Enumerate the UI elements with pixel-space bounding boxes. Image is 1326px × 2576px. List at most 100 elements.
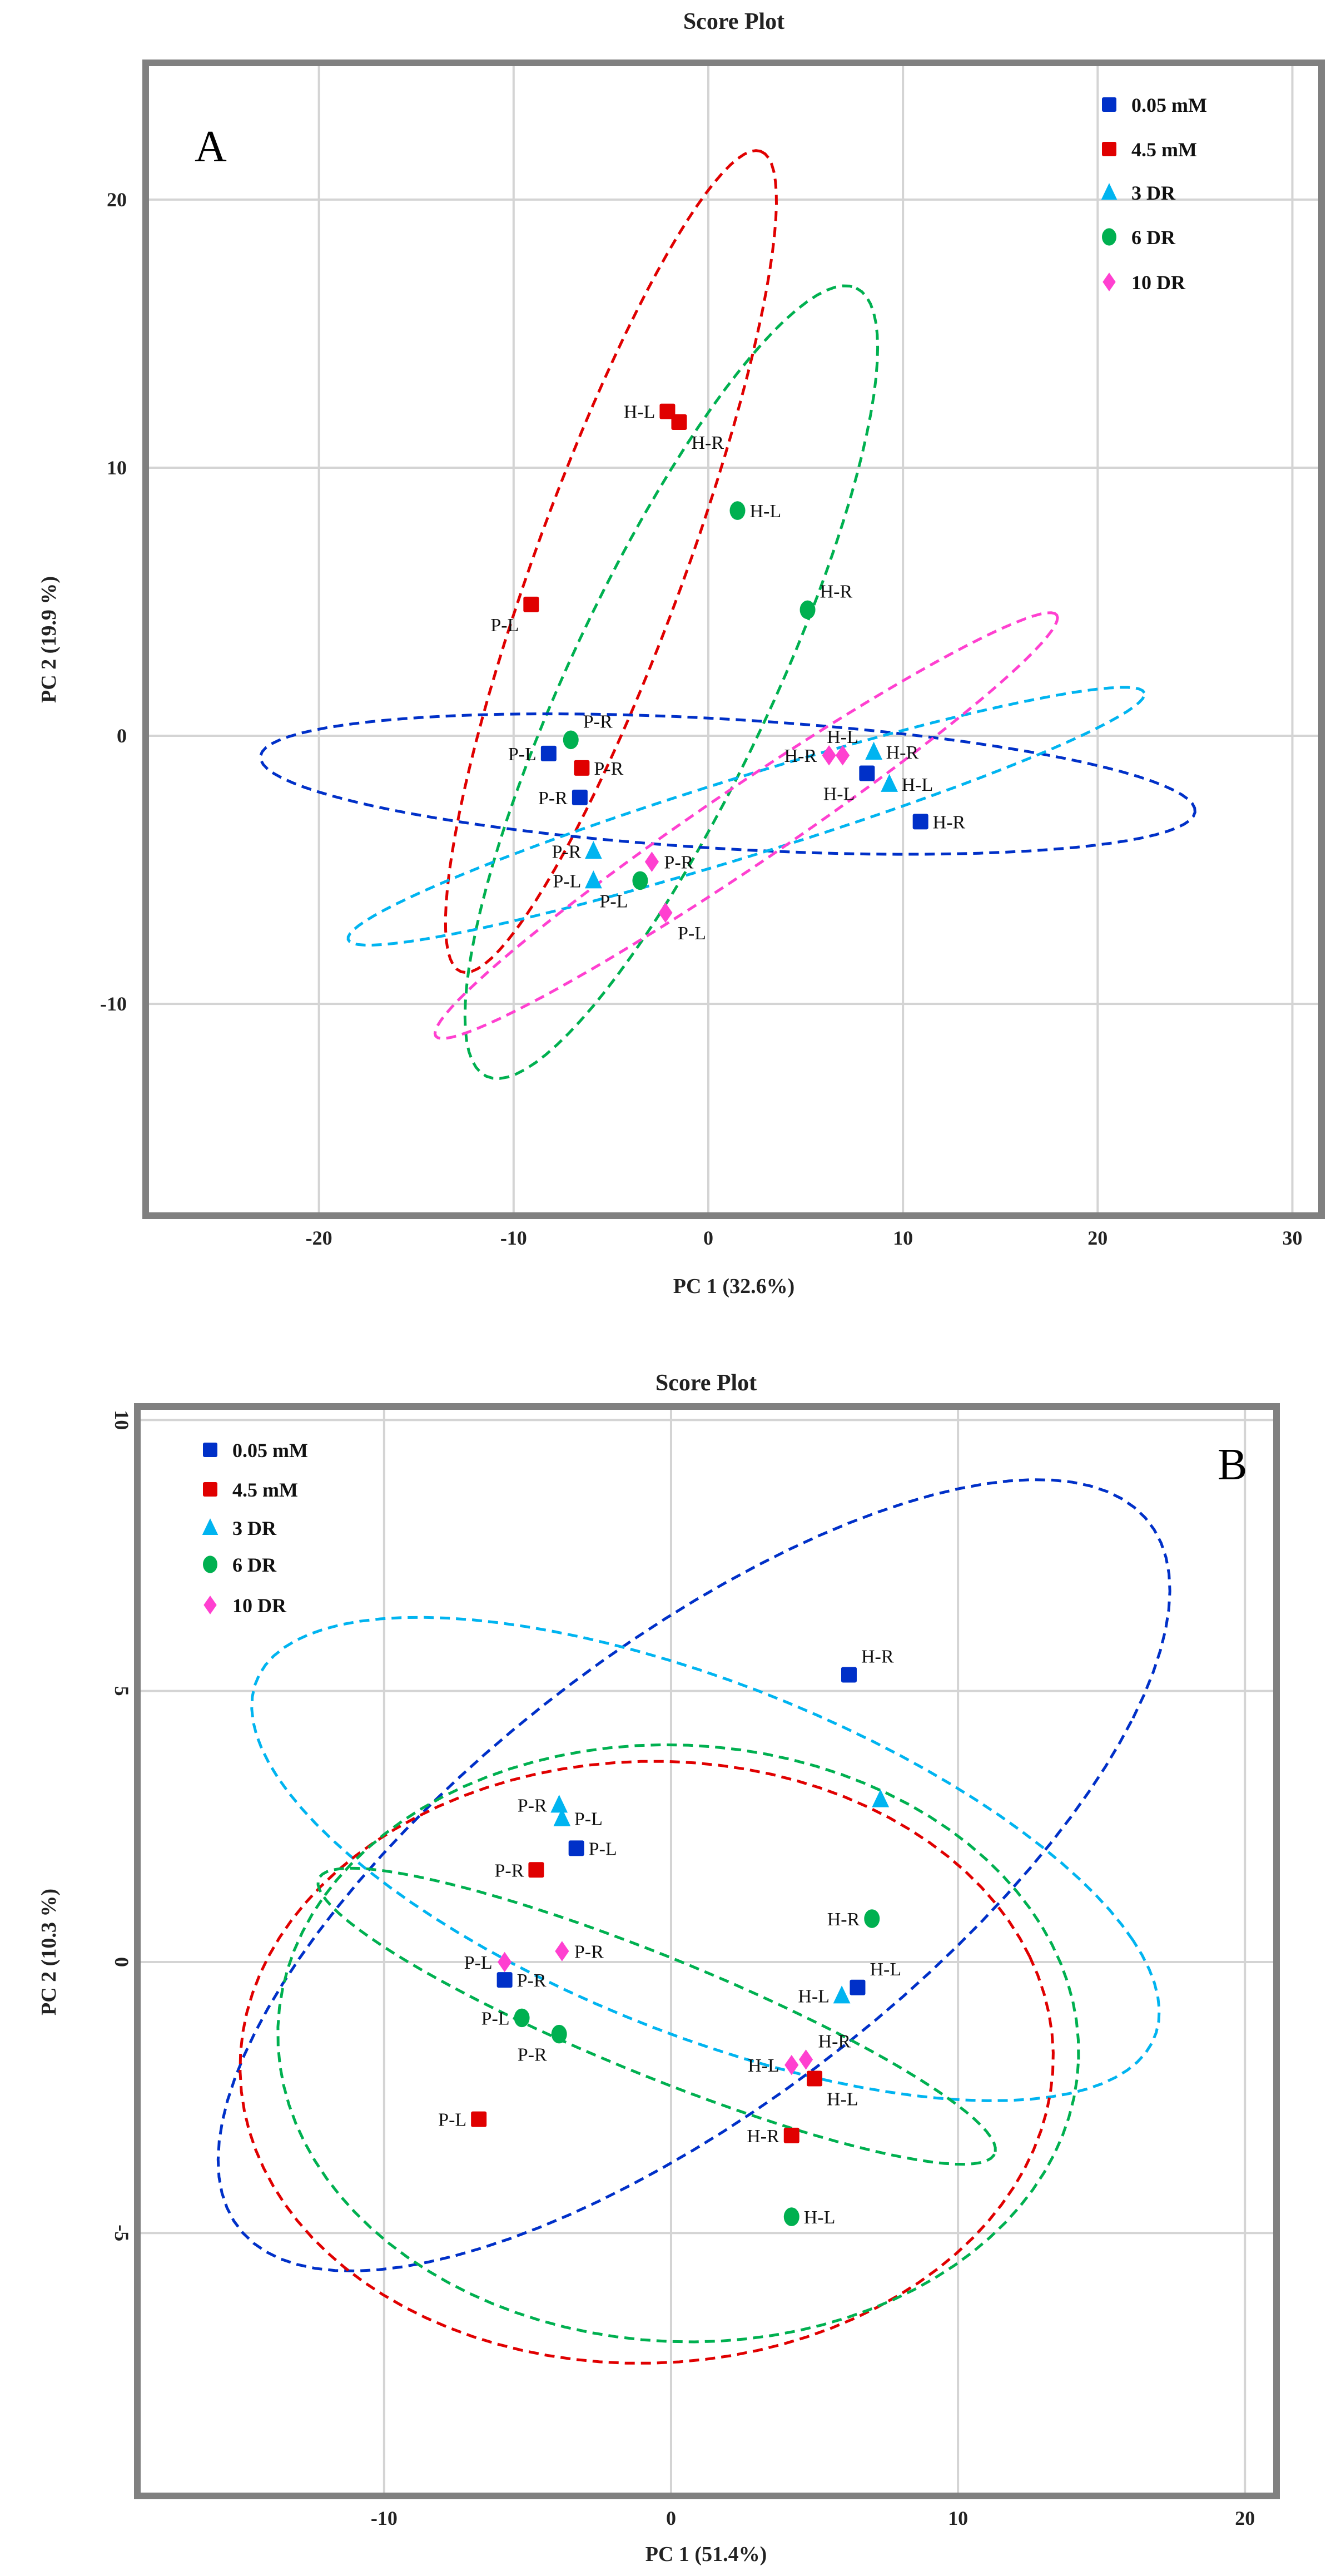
legend-marker-icon: [203, 1482, 217, 1497]
x-tick-label: -10: [371, 2507, 398, 2529]
confidence-ellipse: [239, 1760, 1055, 2365]
legend-label: 6 DR: [232, 1554, 277, 1576]
data-point: [799, 600, 816, 620]
point-label: P-R: [494, 1860, 524, 1881]
point-label: H-L: [902, 775, 933, 795]
plot-a-panel-letter: A: [195, 122, 227, 171]
plot-a-grid: [146, 63, 1322, 1216]
data-point: [471, 2111, 487, 2127]
point-label: H-L: [823, 784, 855, 805]
data-point: [550, 1795, 568, 1813]
legend-label: 10 DR: [232, 1594, 287, 1617]
point-label: P-R: [574, 1942, 604, 1963]
legend-marker-icon: [1102, 97, 1116, 112]
data-point: [783, 2207, 799, 2226]
data-point: [859, 765, 875, 781]
data-point: [584, 841, 602, 859]
plot-a-x-axis-label: PC 1 (32.6%): [673, 1275, 794, 1298]
plot-b-ticks: -10 0 10 20 -5 0 5 10: [111, 1410, 1255, 2529]
data-point: [783, 2127, 799, 2143]
point-label: P-L: [481, 2008, 510, 2029]
plot-a-title: Score Plot: [683, 9, 784, 34]
x-tick-label: 10: [893, 1227, 913, 1249]
data-point: [659, 403, 676, 419]
data-point: [563, 730, 579, 750]
data-point: [496, 1972, 513, 1988]
point-label: P-L: [553, 871, 581, 891]
confidence-ellipse: [346, 686, 1146, 947]
data-point: [572, 789, 588, 805]
point-label: P-R: [538, 788, 568, 809]
plot-b-x-axis-label: PC 1 (51.4%): [645, 2543, 767, 2566]
x-tick-label: 30: [1282, 1227, 1302, 1249]
point-label: H-L: [624, 402, 655, 423]
point-label: H-R: [691, 433, 724, 453]
confidence-ellipse: [433, 611, 1059, 1040]
plot-b-legend: 0.05 mM 4.5 mM 3 DR 6 DR 10 DR: [202, 1439, 308, 1617]
point-label: H-R: [820, 581, 853, 602]
data-point: [644, 851, 659, 872]
legend-marker-icon: [203, 1596, 217, 1614]
legend-marker-icon: [202, 1518, 218, 1535]
point-label: H-L: [827, 727, 858, 747]
confidence-ellipse: [216, 1478, 1171, 2273]
legend-marker-icon: [1102, 142, 1116, 156]
confidence-ellipse: [259, 712, 1196, 856]
plot-a-ticks: -20 -10 0 10 20 30 -10 0 10 20: [100, 189, 1302, 1249]
point-label: P-L: [490, 615, 519, 636]
confidence-ellipse: [276, 1743, 1080, 2344]
point-label: P-L: [508, 744, 537, 765]
point-label: H-R: [747, 2126, 779, 2147]
data-point: [729, 501, 746, 520]
point-label: P-R: [664, 853, 693, 873]
point-label: P-L: [599, 891, 628, 911]
point-label: H-L: [750, 501, 782, 522]
point-label: P-L: [589, 1839, 617, 1859]
plot-b-y-axis-label: PC 2 (10.3 %): [37, 1889, 61, 2015]
plot-a-legend: 0.05 mM 4.5 mM 3 DR 6 DR 10 DR: [1101, 94, 1207, 294]
data-point: [841, 1667, 857, 1683]
x-tick-label: 0: [666, 2507, 676, 2529]
data-point: [568, 1840, 584, 1856]
confidence-ellipse: [316, 1866, 997, 2166]
y-tick-label: 10: [111, 1410, 133, 1430]
y-tick-label: 0: [111, 1957, 133, 1967]
point-label: P-L: [574, 1809, 603, 1830]
confidence-ellipse: [463, 284, 880, 1080]
plot-b-title: Score Plot: [655, 1370, 757, 1396]
legend-label: 3 DR: [232, 1517, 277, 1539]
point-label: H-L: [870, 1959, 901, 1980]
legend-marker-icon: [1102, 273, 1116, 291]
legend-marker-icon: [203, 1555, 217, 1573]
point-label: P-R: [518, 1795, 547, 1816]
score-plot-a: Score Plot P-LP-R H-LH-RH-LH-RP-LP-RP-RP-…: [37, 9, 1325, 1298]
point-label: H-L: [798, 1986, 830, 2007]
data-point: [551, 2024, 567, 2044]
point-label: P-R: [517, 1970, 547, 1991]
point-label: P-L: [464, 1953, 493, 1973]
point-label: H-L: [804, 2207, 836, 2228]
legend-label: 0.05 mM: [232, 1439, 308, 1462]
point-label: P-R: [518, 2045, 547, 2065]
data-point: [540, 745, 557, 761]
x-tick-label: 10: [948, 2507, 968, 2529]
data-point: [865, 741, 883, 760]
data-point: [835, 745, 850, 766]
data-point: [528, 1862, 544, 1878]
legend-label: 4.5 mM: [1131, 138, 1197, 161]
data-point: [514, 2008, 530, 2028]
x-tick-label: 0: [703, 1227, 713, 1249]
data-point: [822, 745, 836, 766]
legend-label: 0.05 mM: [1131, 94, 1207, 116]
point-label: H-R: [818, 2031, 851, 2052]
data-point: [864, 1909, 880, 1928]
data-point: [555, 1941, 569, 1961]
legend-label: 10 DR: [1131, 271, 1186, 294]
data-point: [850, 1979, 866, 1995]
legend-marker-icon: [1101, 183, 1118, 200]
score-plot-b: Score Plot H-R P-L P-R H-L P-R H-L P-L H-R P-R P-…: [37, 1370, 1280, 2566]
point-label: H-R: [933, 812, 966, 833]
point-label: P-R: [552, 841, 581, 862]
point-label: H-L: [827, 2089, 858, 2110]
